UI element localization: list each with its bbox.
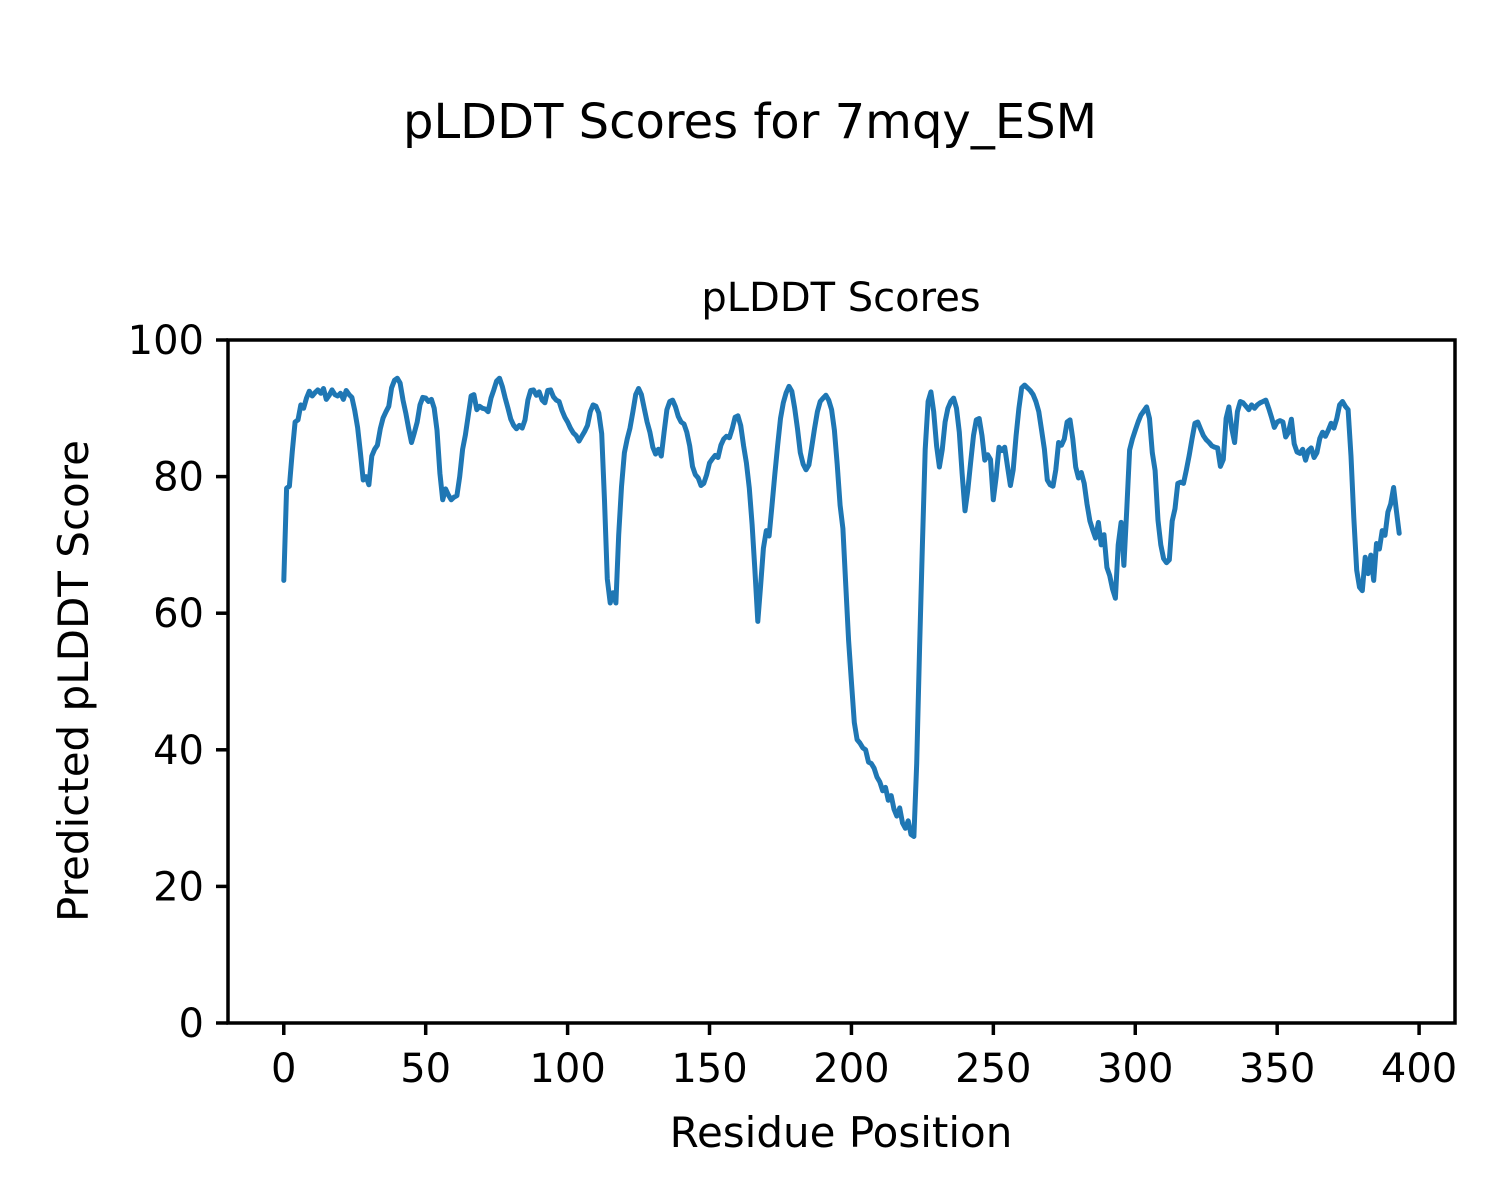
x-tick-label: 50: [400, 1046, 451, 1092]
x-axis-label: Residue Position: [670, 1108, 1013, 1157]
x-tick-label: 150: [671, 1046, 747, 1092]
y-axis-label: Predicted pLDDT Score: [49, 440, 98, 922]
axes-title: pLDDT Scores: [701, 275, 980, 321]
y-tick-label: 60: [153, 591, 204, 637]
x-tick-label: 250: [955, 1046, 1031, 1092]
x-tick-label: 400: [1381, 1046, 1457, 1092]
y-tick-label: 100: [128, 318, 204, 364]
x-tick-label: 300: [1097, 1046, 1173, 1092]
figure-suptitle: pLDDT Scores for 7mqy_ESM: [403, 94, 1097, 150]
plot-area-border: [226, 338, 1457, 1025]
plddt-line-layer: [281, 375, 1402, 839]
y-tick-label: 80: [153, 455, 204, 501]
y-tick-label: 0: [179, 1001, 204, 1047]
axis-ticks: 0 50 100 150 200 250 300 350 400 0 20 40 60 80 100: [128, 318, 1458, 1092]
x-tick-label: 350: [1239, 1046, 1315, 1092]
y-tick-label: 20: [153, 864, 204, 910]
x-tick-label: 200: [813, 1046, 889, 1092]
y-tick-label: 40: [153, 728, 204, 774]
x-tick-label: 0: [271, 1046, 296, 1092]
plddt-line: [281, 375, 1402, 839]
x-tick-label: 100: [529, 1046, 605, 1092]
